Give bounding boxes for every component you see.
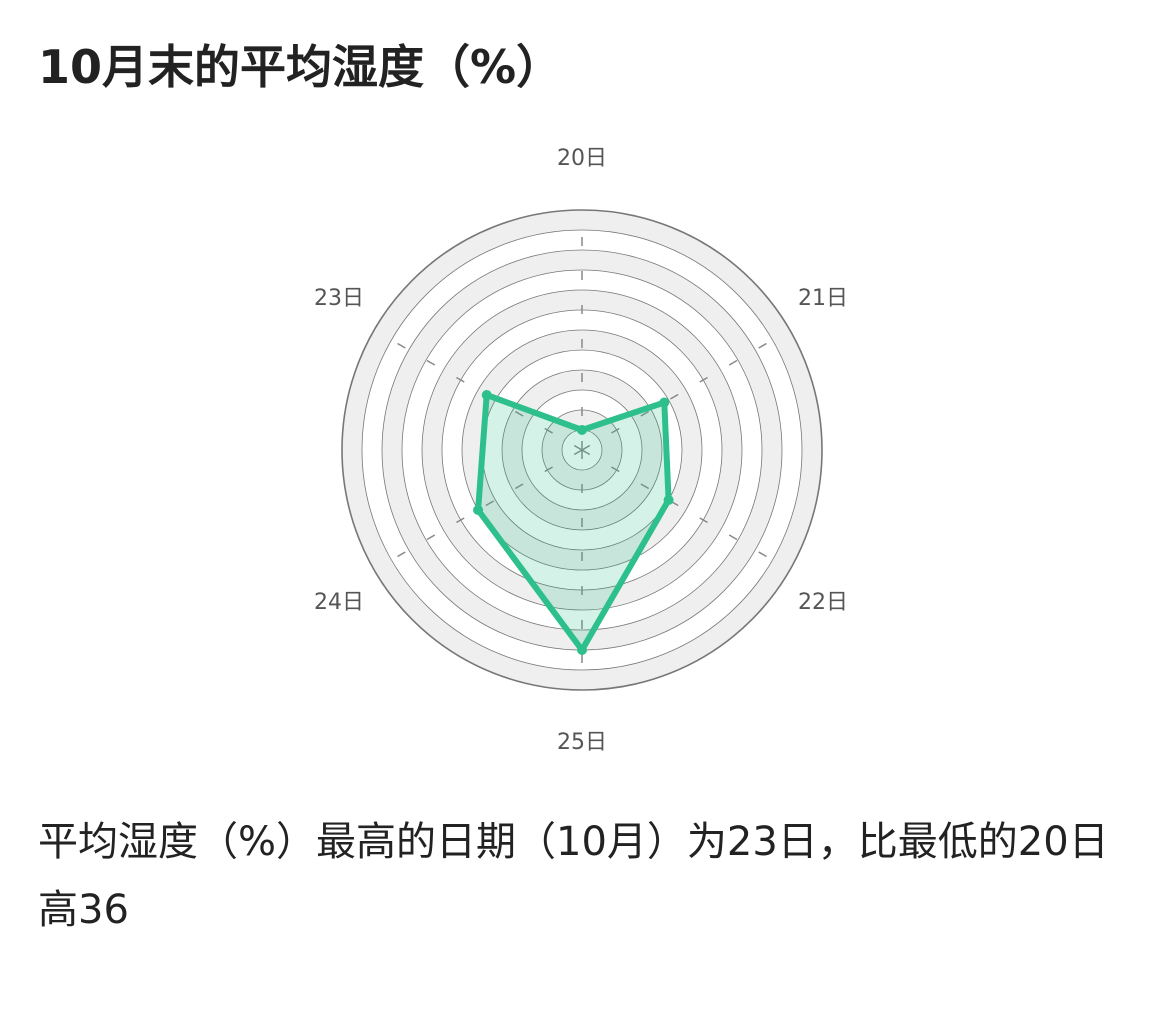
data-point: [663, 495, 674, 505]
grid-spoke: [581, 334, 782, 451]
chart-summary: 平均湿度（%）最高的日期（10月）为23日，比最低的20日高36: [38, 819, 1109, 933]
axis-label: 25日: [557, 730, 607, 755]
axis-label: 24日: [314, 590, 364, 615]
axis-label: 20日: [557, 146, 607, 171]
axis-label: 23日: [314, 286, 364, 311]
grid-spoke: [382, 334, 583, 451]
axis-label: 22日: [798, 590, 848, 615]
data-point: [659, 397, 670, 408]
data-point: [577, 645, 587, 655]
grid-spoke: [581, 449, 782, 566]
radar-chart: 20日 21日 22日 23日 24日 25日: [314, 146, 848, 755]
data-point: [577, 425, 587, 435]
data-point: [473, 505, 484, 515]
axis-label: 21日: [798, 286, 848, 311]
data-point: [481, 390, 492, 400]
grid-spoke: [382, 449, 583, 566]
chart-title: 10月末的平均湿度（%）: [38, 40, 563, 94]
